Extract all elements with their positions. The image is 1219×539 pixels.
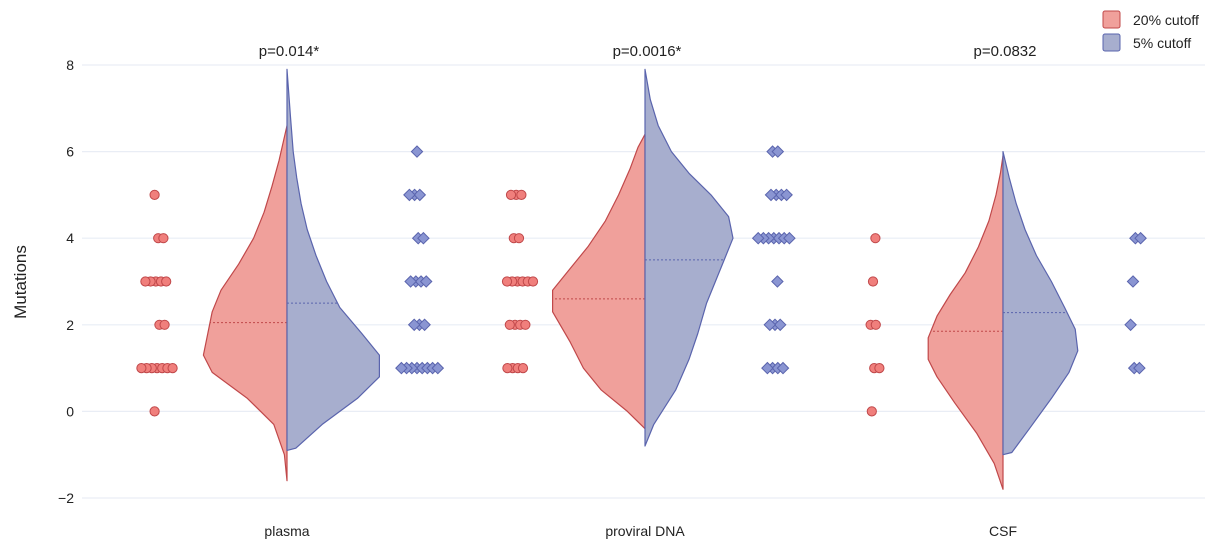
- point-cutoff-5: [404, 275, 417, 288]
- violin-half-cutoff-20-1: [552, 133, 646, 430]
- violin-half-cutoff-20-2: [927, 155, 1004, 490]
- violin-half-cutoff-5-1: [644, 68, 734, 447]
- violin-half-cutoff-5-0: [286, 68, 380, 451]
- y-tick-label: 4: [66, 230, 74, 246]
- legend-label: 20% cutoff: [1133, 12, 1199, 28]
- point-cutoff-20: [513, 233, 525, 244]
- x-tick-label: plasma: [264, 523, 309, 539]
- y-tick-label: 6: [66, 144, 74, 160]
- y-axis-label: Mutations: [11, 245, 30, 319]
- x-tick-label: proviral DNA: [605, 523, 685, 539]
- point-cutoff-20: [504, 319, 515, 330]
- point-cutoff-20: [159, 319, 170, 330]
- y-tick-label: −2: [58, 490, 74, 506]
- annotations: p=0.014* p=0.0016* p=0.0832: [259, 43, 1037, 60]
- point-cutoff-5: [395, 361, 408, 375]
- p-value-annotation: p=0.014*: [259, 43, 320, 60]
- x-axis: plasma proviral DNA CSF: [264, 523, 1017, 539]
- point-cutoff-5: [783, 231, 796, 245]
- point-cutoff-20: [505, 189, 517, 200]
- y-tick-label: 8: [66, 57, 74, 73]
- point-cutoff-5: [407, 318, 421, 332]
- point-cutoff-20: [517, 363, 529, 374]
- point-cutoff-5: [413, 188, 427, 202]
- legend-swatch: [1102, 33, 1121, 52]
- point-cutoff-5: [764, 188, 778, 202]
- point-cutoff-5: [417, 231, 430, 245]
- point-cutoff-5: [1133, 361, 1146, 375]
- point-cutoff-5: [780, 188, 793, 202]
- point-cutoff-5: [763, 318, 777, 332]
- point-cutoff-20: [158, 233, 169, 244]
- violin-half-cutoff-20-0: [202, 125, 288, 482]
- violin-half-cutoff-5-2: [1002, 151, 1079, 456]
- legend-swatch: [1102, 10, 1121, 29]
- y-axis: −2 0 2 4 6 8: [58, 57, 74, 506]
- p-value-annotation: p=0.0016*: [613, 43, 682, 60]
- point-cutoff-5: [751, 231, 765, 245]
- point-cutoff-5: [1126, 275, 1140, 288]
- point-cutoff-20: [136, 363, 147, 374]
- point-cutoff-5: [410, 145, 424, 158]
- point-cutoff-5: [1134, 231, 1147, 245]
- violins: [202, 68, 1079, 490]
- legend-label: 5% cutoff: [1133, 35, 1191, 51]
- point-cutoff-20: [520, 319, 531, 330]
- y-tick-label: 0: [66, 403, 74, 419]
- point-cutoff-5: [761, 361, 774, 375]
- point-cutoff-20: [867, 276, 879, 287]
- point-cutoff-20: [140, 276, 151, 287]
- point-cutoff-20: [874, 363, 885, 374]
- x-tick-label: CSF: [989, 523, 1017, 539]
- legend: 20% cutoff 5% cutoff: [1102, 10, 1199, 52]
- point-cutoff-20: [501, 276, 513, 287]
- point-cutoff-20: [870, 319, 881, 330]
- point-cutoff-20: [516, 189, 527, 200]
- point-cutoff-5: [418, 318, 431, 332]
- point-cutoff-5: [431, 361, 445, 375]
- point-cutoff-5: [1124, 318, 1137, 332]
- point-cutoff-20: [149, 189, 160, 200]
- point-cutoff-5: [773, 318, 787, 332]
- point-cutoff-20: [149, 406, 160, 417]
- point-cutoff-20: [866, 406, 877, 417]
- point-cutoff-20: [161, 276, 172, 287]
- point-cutoff-5: [776, 361, 790, 375]
- data-points: [136, 145, 1147, 417]
- point-cutoff-5: [403, 188, 416, 202]
- p-value-annotation: p=0.0832: [974, 43, 1037, 60]
- point-cutoff-20: [527, 276, 539, 287]
- y-tick-label: 2: [66, 317, 74, 333]
- point-cutoff-5: [771, 275, 784, 288]
- point-cutoff-5: [419, 275, 433, 288]
- point-cutoff-20: [167, 363, 178, 374]
- point-cutoff-5: [771, 145, 785, 158]
- point-cutoff-20: [870, 233, 881, 244]
- point-cutoff-20: [502, 363, 513, 374]
